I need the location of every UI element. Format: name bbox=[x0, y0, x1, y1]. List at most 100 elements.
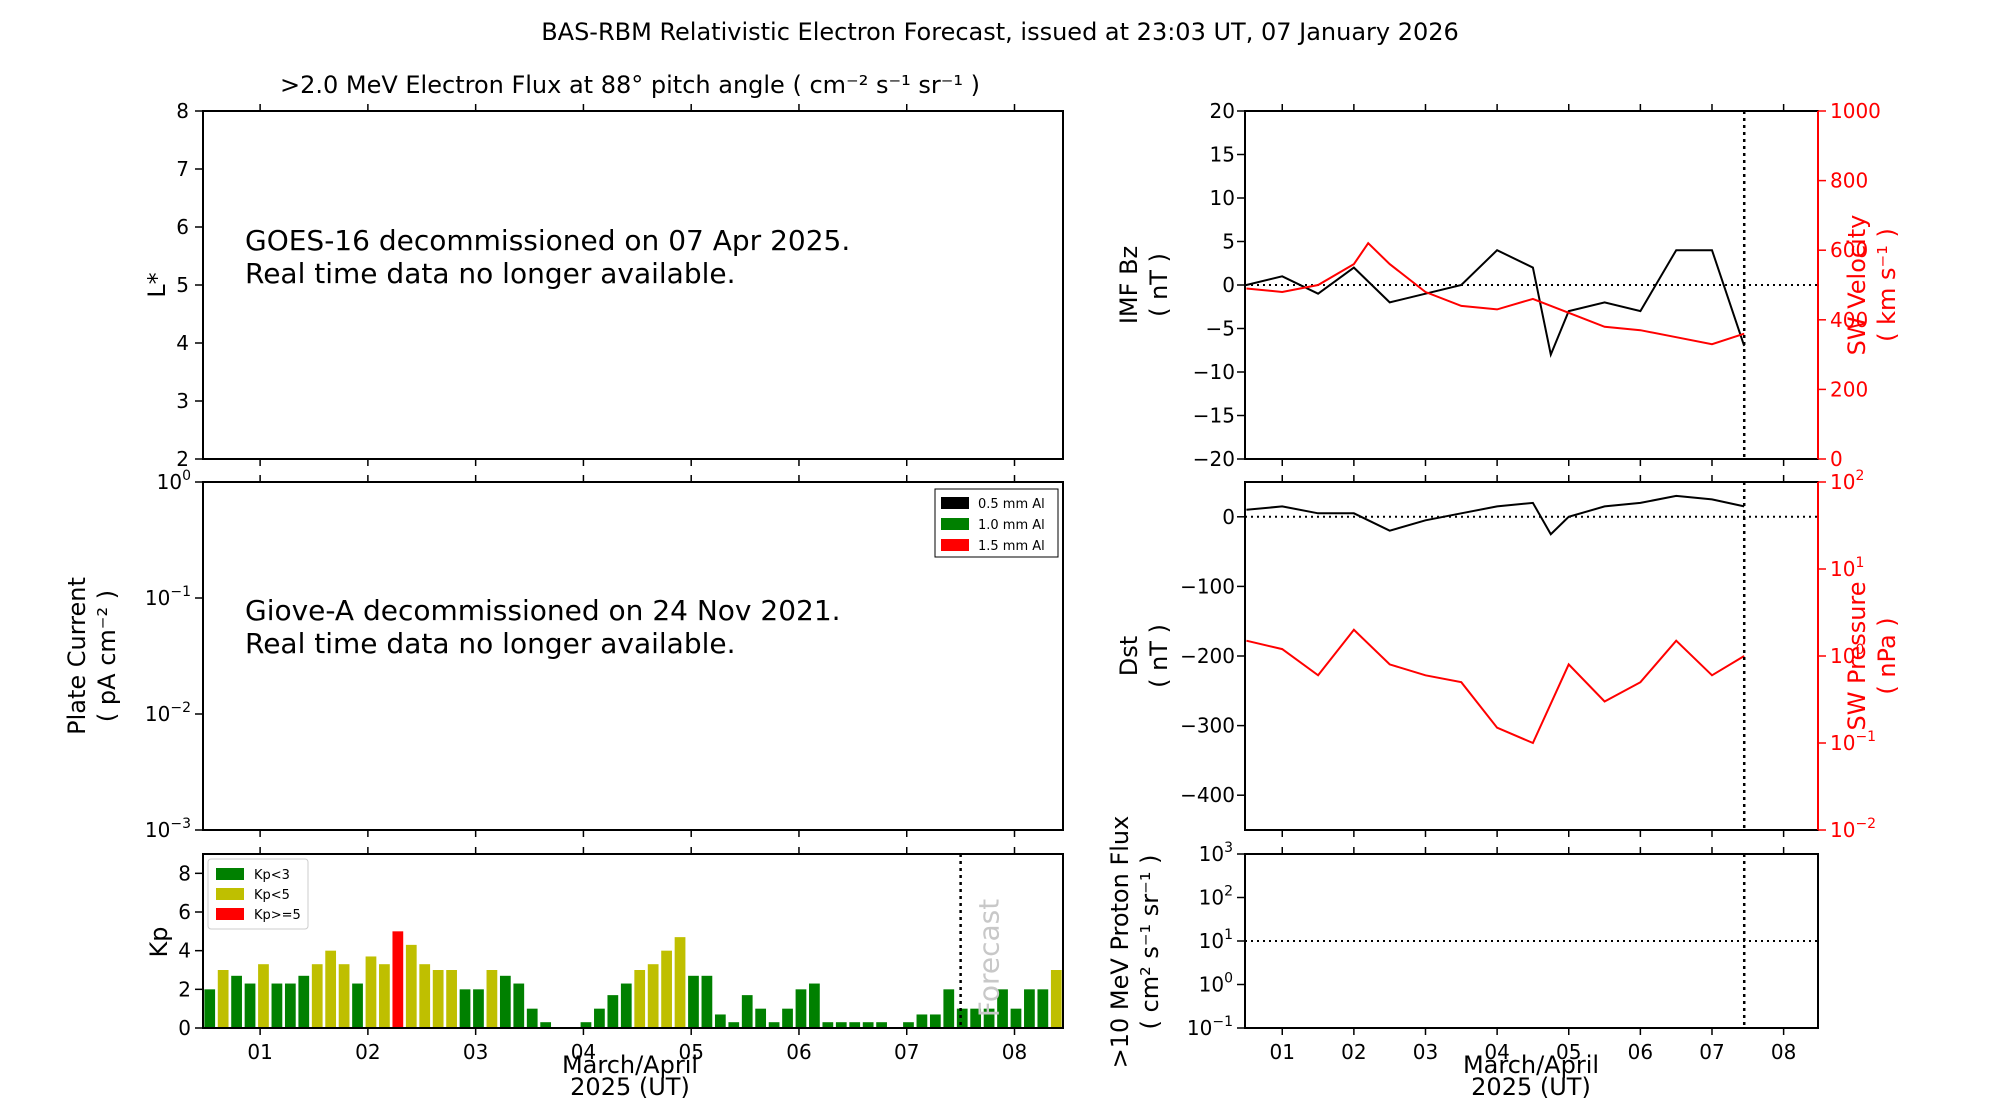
kp-bar-61 bbox=[1024, 989, 1035, 1028]
sw-velocity-ytick-label-0: 0 bbox=[1830, 447, 1843, 471]
kp-bar-11 bbox=[352, 983, 363, 1028]
kp-ytick-label-6: 6 bbox=[178, 900, 191, 924]
proton-flux-ylabel-line-2: ( cm² s⁻¹ sr⁻¹ ) bbox=[1136, 855, 1164, 1030]
electron-flux-ytick-label-4: 4 bbox=[176, 331, 189, 355]
sw-pressure-ytick-label-3: 10−1 bbox=[1830, 729, 1876, 755]
imf-bz-ylabel-line-2: ( nT ) bbox=[1145, 253, 1173, 317]
electron-flux-ytick-label-8: 8 bbox=[176, 99, 189, 123]
proton-flux-xlabel-line-2: 2025 (UT) bbox=[1471, 1073, 1591, 1100]
plate-current-message: Giove-A decommissioned on 24 Nov 2021. R… bbox=[245, 594, 841, 660]
kp-bar-45 bbox=[809, 983, 820, 1028]
imf-bz-ytick-label-1: −15 bbox=[1193, 404, 1235, 428]
imf-bz-series bbox=[1246, 248, 1746, 359]
sw-pressure-ytick-label-4: 10−2 bbox=[1830, 816, 1876, 842]
kp-bar-17 bbox=[432, 970, 444, 1028]
kp-bar-40 bbox=[741, 995, 753, 1028]
kp-bar-54 bbox=[929, 1014, 941, 1028]
kp-xtick-label-08: 08 bbox=[1002, 1040, 1027, 1064]
kp-bar-7 bbox=[298, 975, 310, 1028]
plate-current-legend-label-2: 1.5 mm Al bbox=[978, 539, 1045, 554]
kp-bar-31 bbox=[620, 983, 632, 1028]
proton-flux-xtick-label-01: 01 bbox=[1270, 1040, 1295, 1064]
proton-flux-xtick-label-04: 04 bbox=[1484, 1040, 1509, 1064]
kp-bar-60 bbox=[1010, 1008, 1022, 1028]
proton-flux-xtick-label-02: 02 bbox=[1341, 1040, 1366, 1064]
kp-bar-4 bbox=[258, 964, 269, 1028]
kp-bar-19 bbox=[459, 989, 471, 1028]
kp-bar-39 bbox=[728, 1022, 740, 1028]
sw-pressure-series bbox=[1246, 628, 1745, 745]
kp-xtick-label-03: 03 bbox=[463, 1040, 488, 1064]
imf-bz-ylabel-line-1: IMF Bz bbox=[1115, 246, 1143, 324]
electron-flux-ylabel: L* bbox=[143, 272, 171, 297]
kp-bar-57 bbox=[970, 1008, 982, 1028]
dst-ytick-label-4: −400 bbox=[1180, 783, 1235, 807]
electron-flux-ytick-label-6: 6 bbox=[176, 215, 189, 239]
kp-bar-35 bbox=[674, 937, 686, 1028]
kp-xtick-label-07: 07 bbox=[894, 1040, 919, 1064]
proton-flux-ytick-label-3: 100 bbox=[1199, 971, 1233, 997]
kp-bar-62 bbox=[1037, 989, 1049, 1028]
proton-flux-ylabel: >10 MeV Proton Flux( cm² s⁻¹ sr⁻¹ ) bbox=[1106, 816, 1164, 1069]
imf-bz-ytick-label-3: −5 bbox=[1206, 317, 1235, 341]
kp-xtick-label-01: 01 bbox=[247, 1040, 272, 1064]
electron-flux-ytick-label-5: 5 bbox=[176, 273, 189, 297]
kp-bar-10 bbox=[338, 964, 350, 1028]
kp-bar-48 bbox=[849, 1022, 861, 1028]
kp-bar-43 bbox=[782, 1008, 793, 1028]
imf-bz-ytick-label-2: −10 bbox=[1193, 360, 1235, 384]
imf-bz-ytick-label-8: 20 bbox=[1210, 99, 1235, 123]
kp-bar-37 bbox=[701, 975, 713, 1028]
kp-bar-3 bbox=[244, 983, 256, 1028]
kp-bar-22 bbox=[499, 975, 511, 1028]
proton-flux-xtick-label-05: 05 bbox=[1556, 1040, 1581, 1064]
kp-legend-label-0: Kp<3 bbox=[254, 868, 290, 883]
kp-bar-25 bbox=[540, 1022, 552, 1028]
imf-bz-ytick-label-6: 10 bbox=[1210, 186, 1235, 210]
plate-current-legend-label-0: 0.5 mm Al bbox=[978, 497, 1045, 512]
proton-flux-ytick-label-0: 103 bbox=[1199, 840, 1233, 866]
kp-legend-swatch-0 bbox=[216, 868, 244, 880]
imf-bz-ytick-label-4: 0 bbox=[1222, 273, 1235, 297]
plate-current-ytick-label-0: 100 bbox=[157, 468, 191, 494]
kp-bar-36 bbox=[688, 975, 699, 1028]
kp-bar-18 bbox=[446, 970, 457, 1028]
sw-pressure-ytick-label-0: 102 bbox=[1830, 468, 1864, 494]
plate-current-ytick-label-1: 10−1 bbox=[145, 584, 191, 610]
kp-bar-6 bbox=[284, 983, 296, 1028]
electron-flux-message-line-2: Real time data no longer available. bbox=[245, 257, 736, 290]
kp-xtick-label-05: 05 bbox=[678, 1040, 703, 1064]
kp-bar-55 bbox=[943, 989, 955, 1028]
electron-flux-message: GOES-16 decommissioned on 07 Apr 2025. R… bbox=[245, 224, 850, 290]
kp-xtick-label-06: 06 bbox=[786, 1040, 811, 1064]
kp-bar-14 bbox=[392, 931, 404, 1028]
kp-bar-33 bbox=[647, 964, 659, 1028]
kp-bar-12 bbox=[365, 956, 377, 1028]
kp-bar-50 bbox=[876, 1022, 887, 1028]
proton-flux-ylabel-line-1: >10 MeV Proton Flux bbox=[1106, 816, 1134, 1069]
plate-current-ytick-label-2: 10−2 bbox=[145, 700, 191, 726]
kp-bar-28 bbox=[580, 1022, 592, 1028]
kp-ytick-label-2: 2 bbox=[178, 977, 191, 1001]
dst-ylabel-line-2: ( nT ) bbox=[1145, 624, 1173, 688]
kp-bar-53 bbox=[916, 1014, 928, 1028]
kp-bar-30 bbox=[607, 995, 619, 1028]
kp-bar-63 bbox=[1050, 970, 1062, 1028]
plate-current-message-line-1: Giove-A decommissioned on 24 Nov 2021. bbox=[245, 594, 841, 627]
kp-bar-34 bbox=[661, 950, 672, 1028]
electron-flux-ytick-label-3: 3 bbox=[176, 389, 189, 413]
kp-bar-5 bbox=[271, 983, 283, 1028]
kp-legend-swatch-2 bbox=[216, 908, 244, 920]
kp-bar-21 bbox=[486, 970, 498, 1028]
proton-flux-xtick-label-03: 03 bbox=[1413, 1040, 1438, 1064]
kp-bar-56 bbox=[956, 1008, 968, 1028]
sw-pressure-ytick-label-2: 100 bbox=[1830, 642, 1864, 668]
kp-bar-32 bbox=[634, 970, 646, 1028]
kp-bar-44 bbox=[795, 989, 807, 1028]
kp-bar-1 bbox=[217, 970, 229, 1028]
dst-ytick-label-2: −200 bbox=[1180, 644, 1235, 668]
sw-velocity-ytick-label-5: 1000 bbox=[1830, 99, 1881, 123]
kp-bar-23 bbox=[513, 983, 525, 1028]
sw-velocity-series bbox=[1246, 241, 1745, 346]
imf-bz-ylabel: IMF Bz( nT ) bbox=[1115, 246, 1173, 324]
